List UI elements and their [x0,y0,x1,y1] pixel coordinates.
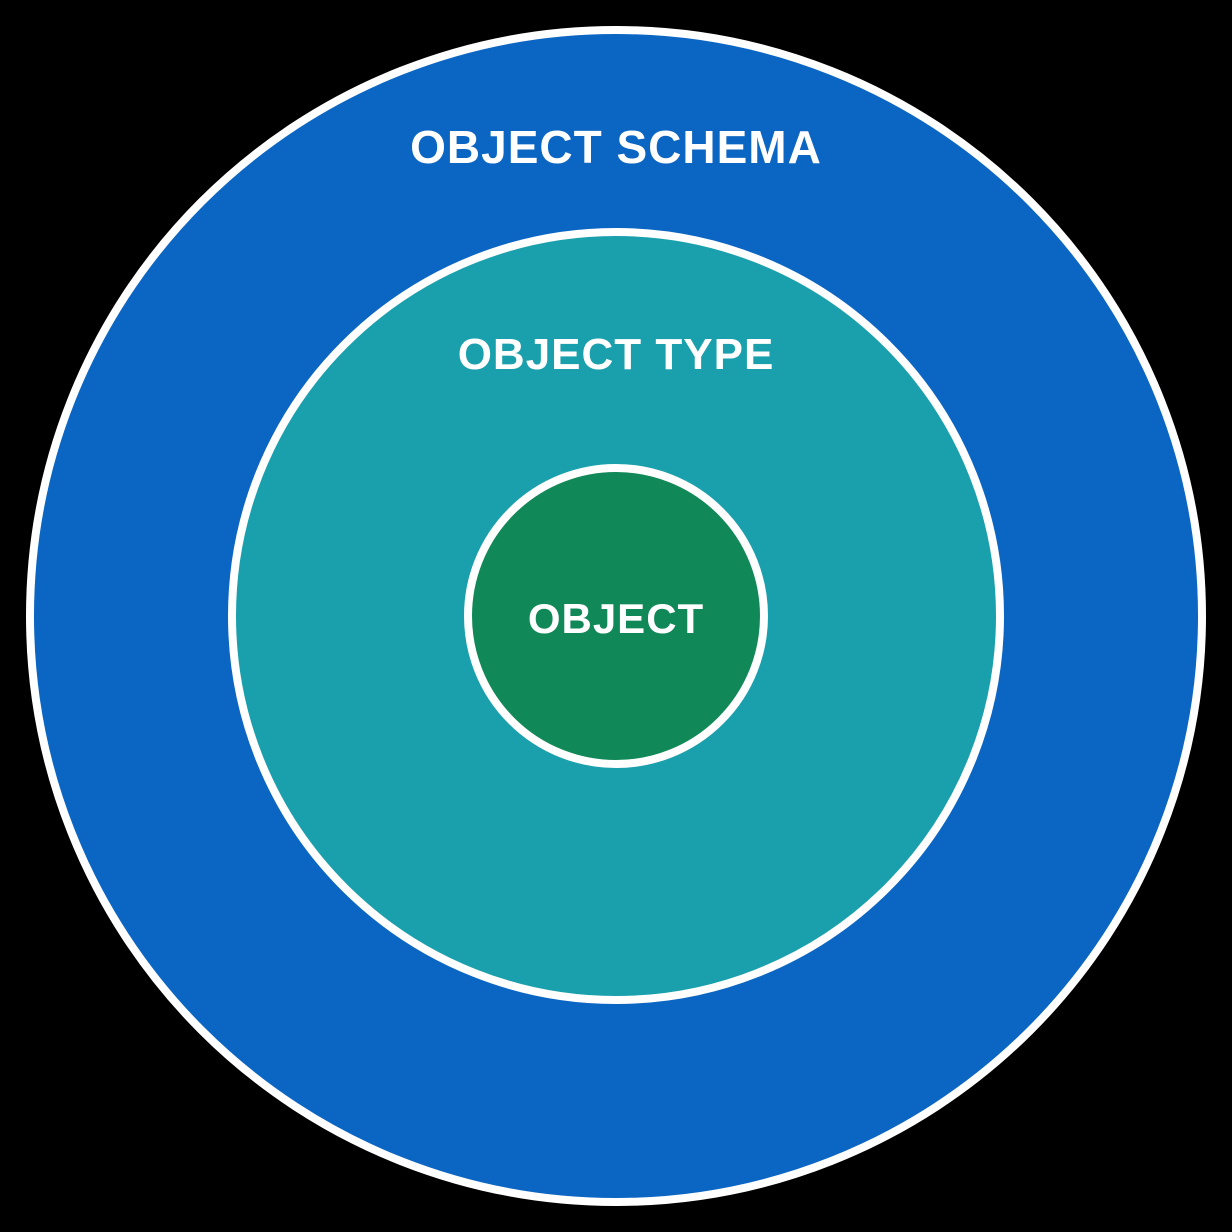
inner-circle-label: OBJECT [528,595,704,643]
outer-circle-label: OBJECT SCHEMA [410,120,822,174]
nested-circles-diagram: OBJECT SCHEMA OBJECT TYPE OBJECT [0,0,1232,1232]
middle-circle-label: OBJECT TYPE [458,330,775,380]
